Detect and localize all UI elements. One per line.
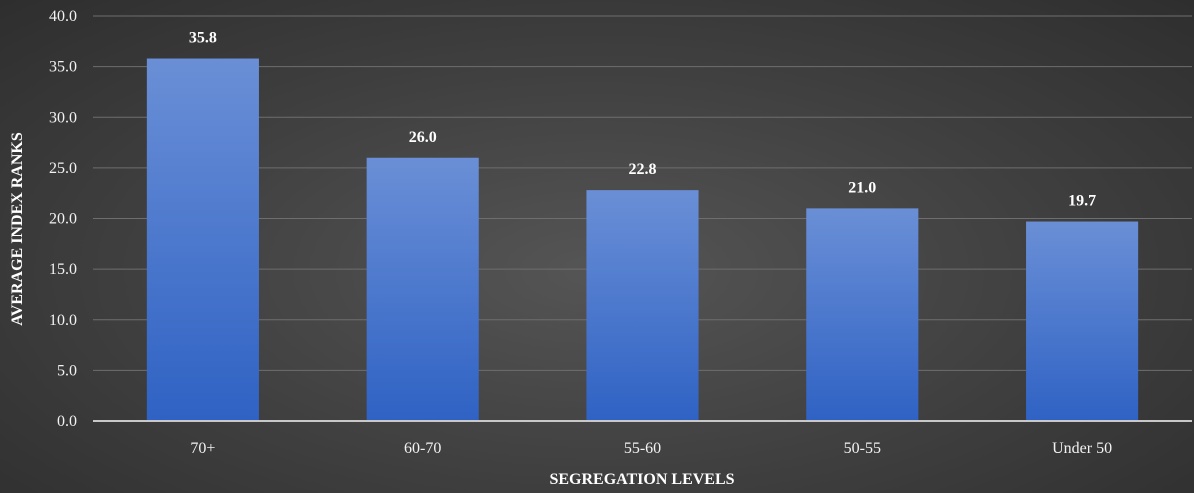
x-tick-label: 55-60	[624, 440, 661, 457]
x-tick-label: Under 50	[1052, 440, 1112, 457]
y-tick-label: 35.0	[49, 59, 77, 76]
x-axis-title: SEGREGATION LEVELS	[549, 471, 734, 488]
axes: 0.0 5.0 10.0 15.0 20.0 25.0 30.0 35.0 40.0 70+ 60-…	[49, 8, 1192, 457]
data-label: 19.7	[1068, 193, 1096, 210]
y-tick-label: 40.0	[49, 8, 77, 25]
x-tick-label: 60-70	[404, 440, 441, 457]
x-tick-label: 50-55	[844, 440, 881, 457]
y-tick-label: 30.0	[49, 109, 77, 126]
bar	[146, 58, 259, 422]
x-tick-label: 70+	[190, 440, 215, 457]
bar	[1026, 221, 1139, 421]
y-tick-label: 15.0	[49, 261, 77, 278]
bars: 35.8 26.0 22.8 21.0 19.7	[146, 30, 1139, 422]
y-tick-label: 10.0	[49, 312, 77, 329]
y-tick-label: 25.0	[49, 160, 77, 177]
bar	[366, 157, 479, 421]
y-axis-title: AVERAGE INDEX RANKS	[9, 132, 26, 326]
bar	[586, 190, 699, 421]
y-tick-label: 0.0	[57, 413, 77, 430]
data-label: 35.8	[189, 30, 217, 47]
data-label: 22.8	[629, 161, 657, 178]
y-tick-label: 5.0	[57, 362, 77, 379]
bar	[806, 208, 919, 421]
data-label: 26.0	[409, 129, 437, 146]
y-tick-label: 20.0	[49, 211, 77, 228]
data-label: 21.0	[848, 179, 876, 196]
